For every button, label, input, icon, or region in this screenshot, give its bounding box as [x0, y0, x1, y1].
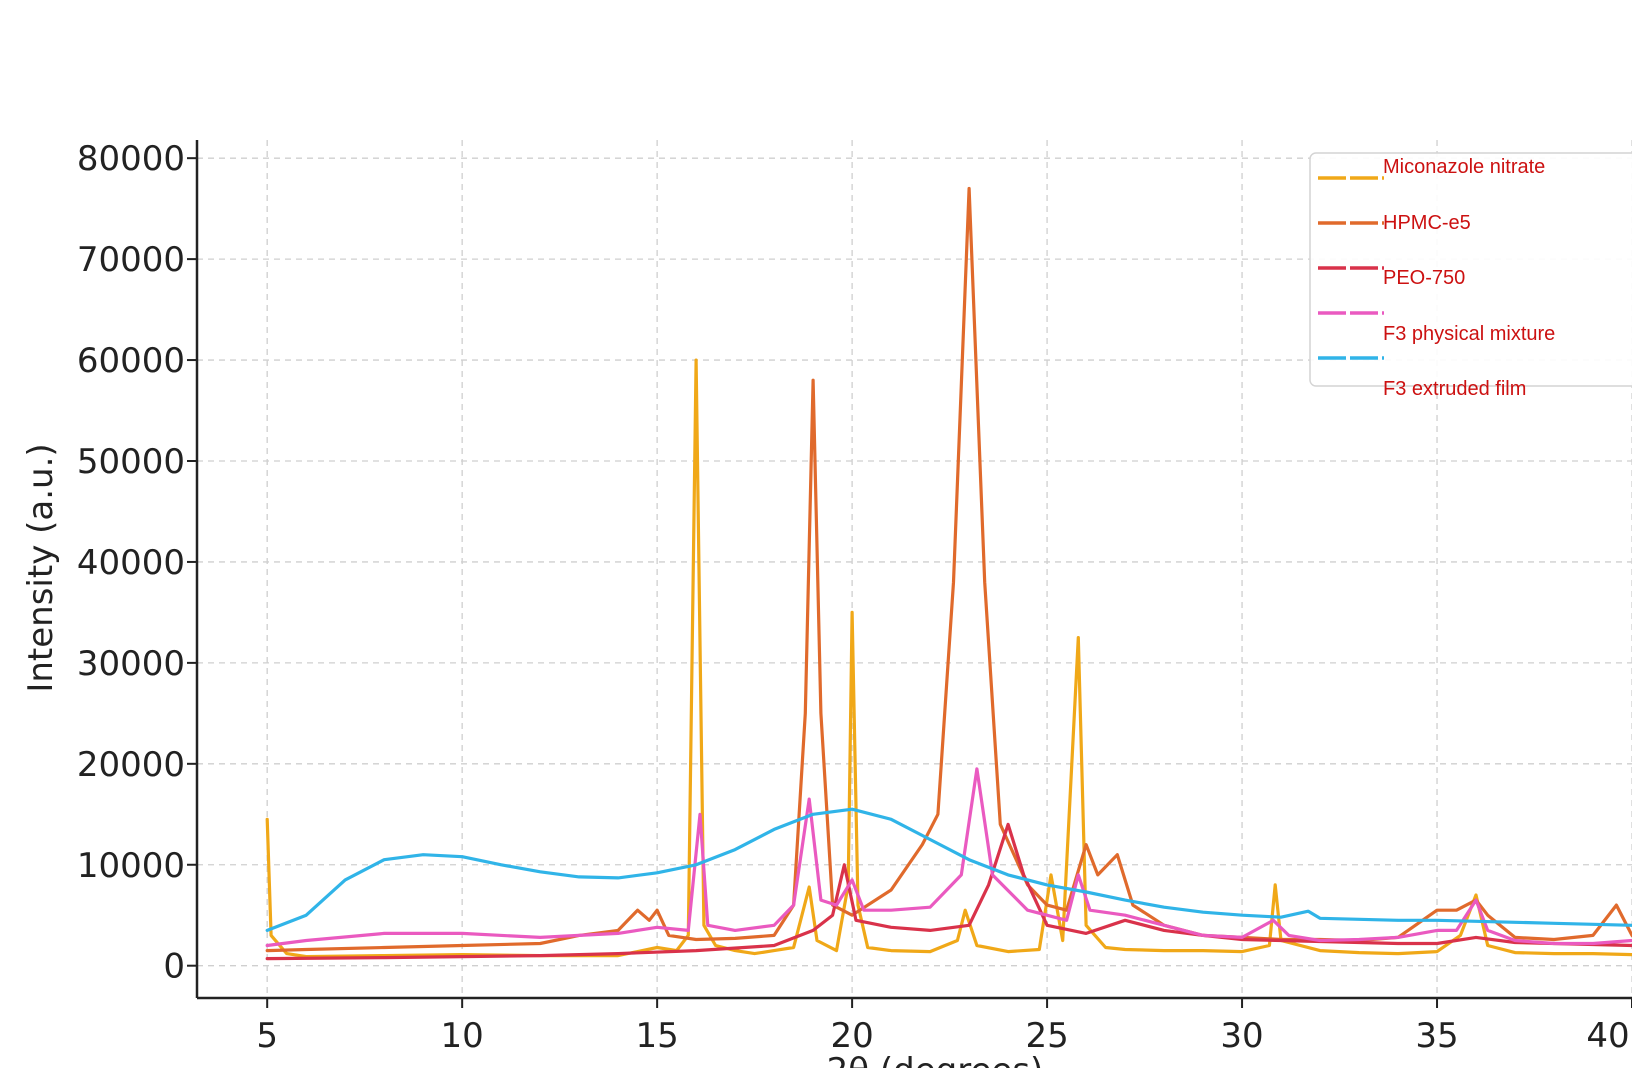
x-tick-label: 25	[1025, 1016, 1068, 1056]
y-tick-label: 60000	[77, 341, 185, 381]
series-line-4	[265, 807, 1632, 932]
series-line-1	[265, 186, 1632, 953]
grid	[197, 140, 1632, 998]
y-tick-label: 40000	[77, 543, 185, 583]
y-tick-label: 80000	[77, 139, 185, 179]
axis-ticks: 5 10 15 20 25 30 35 40 0 10000 20000 30000 40000 5000…	[77, 139, 1632, 1056]
legend-label-2: PEO-750	[1383, 267, 1465, 289]
x-tick-label: 40	[1586, 1016, 1629, 1056]
axes	[195, 140, 1632, 1000]
series-line-3	[265, 767, 1632, 948]
x-tick-label: 30	[1220, 1016, 1263, 1056]
legend-label-1: HPMC-e5	[1383, 212, 1471, 234]
legend-label-0: Miconazole nitrate	[1383, 156, 1545, 178]
x-tick-label: 5	[256, 1016, 278, 1056]
y-tick-label: 20000	[77, 745, 185, 785]
legend: Miconazole nitrate HPMC-e5 PEO-750 F3 physi…	[1309, 152, 1632, 400]
y-tick-label: 50000	[77, 442, 185, 482]
y-tick-label: 70000	[77, 240, 185, 280]
y-tick-label: 0	[163, 947, 185, 987]
legend-label-4: F3 extruded film	[1383, 378, 1526, 400]
y-tick-label: 10000	[77, 846, 185, 886]
x-tick-label: 15	[636, 1016, 679, 1056]
series-lines	[265, 186, 1632, 961]
x-tick-label: 20	[830, 1016, 873, 1056]
x-tick-label: 35	[1415, 1016, 1458, 1056]
x-tick-label: 10	[441, 1016, 484, 1056]
x-axis-label: 2θ (degrees)	[827, 1051, 1044, 1068]
series-line-2	[265, 822, 1632, 961]
y-axis-label: Intensity (a.u.)	[21, 443, 61, 692]
legend-label-3: F3 physical mixture	[1383, 323, 1555, 345]
y-tick-label: 30000	[77, 644, 185, 684]
legend-box	[1309, 152, 1632, 387]
